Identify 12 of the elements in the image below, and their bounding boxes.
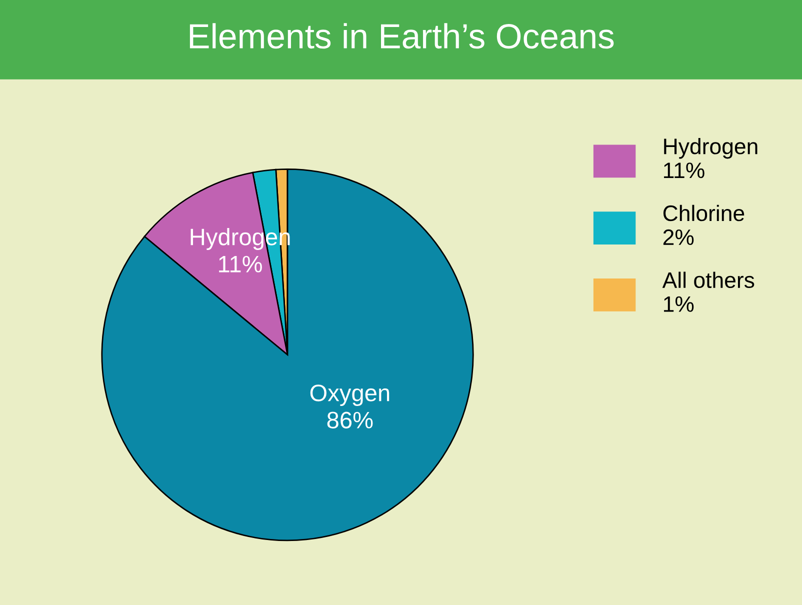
slice-label: Oxygen [310,384,390,406]
legend-label: All others [662,272,754,288]
pie-slice [144,172,288,356]
data-label: 1% [664,296,694,312]
legend-label: Hydrogen [664,138,758,159]
data-label: 11% [219,256,262,272]
text: 11% [664,162,704,178]
data-label: 86% [327,412,373,428]
legend-label: Chlorine [663,204,744,222]
pie-slice [101,168,474,542]
data-label: 2% [663,229,694,246]
chart-title: Elements in Earth’s Oceans [190,23,614,49]
